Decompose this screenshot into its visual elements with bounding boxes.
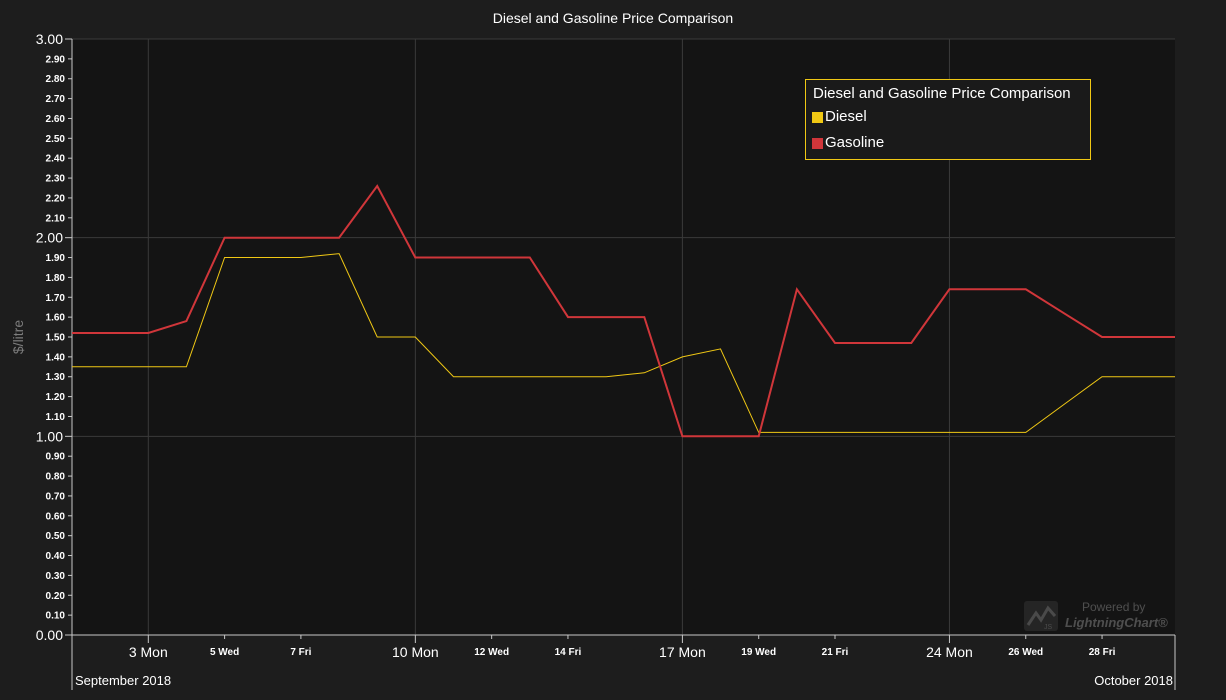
svg-text:JS: JS <box>1044 624 1053 631</box>
watermark-brand-text: LightningChart® <box>1065 615 1168 630</box>
x-minor-tick-label: 26 Wed <box>1008 647 1043 658</box>
y-tick-label: 2.30 <box>46 174 66 185</box>
series-lines[interactable] <box>72 184 1175 438</box>
y-tick-label: 1.30 <box>46 372 66 383</box>
y-tick-label: 1.80 <box>46 273 66 284</box>
y-tick-label: 1.00 <box>36 428 63 444</box>
legend-label-gasoline: Gasoline <box>825 134 885 151</box>
series-line-diesel[interactable] <box>72 253 1175 433</box>
y-axis-title: $/litre <box>10 320 26 354</box>
x-minor-tick-label: 21 Fri <box>822 647 849 658</box>
x-tick-label: 3 Mon <box>129 644 168 660</box>
y-tick-label: 2.90 <box>46 54 66 65</box>
y-tick-label: 2.40 <box>46 154 66 165</box>
y-tick-label: 0.40 <box>46 551 66 562</box>
y-tick-label: 1.20 <box>46 392 66 403</box>
y-tick-label: 3.00 <box>36 31 63 47</box>
y-tick-label: 1.40 <box>46 352 66 363</box>
legend-swatch-gasoline <box>812 137 823 149</box>
x-minor-tick-label: 14 Fri <box>555 647 582 658</box>
y-tick-label: 1.60 <box>46 313 66 324</box>
legend-item-diesel[interactable]: Diesel <box>812 108 867 126</box>
legend[interactable]: Diesel and Gasoline Price Comparison Die… <box>805 79 1091 160</box>
y-tick-label: 0.10 <box>46 611 66 622</box>
x-minor-tick-label: 5 Wed <box>210 647 239 658</box>
y-tick-label: 0.60 <box>46 511 66 522</box>
y-tick-label: 0.70 <box>46 491 66 502</box>
y-tick-label: 2.80 <box>46 74 66 85</box>
axes: $/litre 0.00 0.10 0.20 0.30 0.40 0.50 0.60 0.70… <box>10 31 1176 690</box>
lightningchart-logo-icon: JS <box>1024 601 1058 631</box>
legend-item-gasoline[interactable]: Gasoline <box>812 134 884 152</box>
y-tick-label: 2.00 <box>36 230 63 246</box>
month-label-september: September 2018 <box>75 673 171 688</box>
watermark-powered-text: Powered by <box>1082 600 1146 614</box>
legend-swatch-diesel <box>812 111 823 123</box>
legend-title: Diesel and Gasoline Price Comparison <box>813 85 1071 102</box>
y-tick-label: 2.60 <box>46 114 66 125</box>
series-line-gasoline[interactable] <box>72 184 1175 438</box>
chart-title: Diesel and Gasoline Price Comparison <box>492 10 734 26</box>
y-tick-label: 2.70 <box>46 94 66 105</box>
y-tick-label: 1.70 <box>46 293 66 304</box>
y-tick-label: 0.20 <box>46 591 66 602</box>
y-tick-label: 1.90 <box>46 253 66 264</box>
legend-label-diesel: Diesel <box>825 108 867 125</box>
x-tick-label: 17 Mon <box>659 644 706 660</box>
y-tick-label: 0.30 <box>46 571 66 582</box>
x-minor-tick-label: 7 Fri <box>290 647 311 658</box>
x-minor-tick-label: 19 Wed <box>741 647 776 658</box>
y-tick-label: 0.90 <box>46 452 66 463</box>
x-tick-label: 10 Mon <box>392 644 439 660</box>
y-tick-label: 2.20 <box>46 193 66 204</box>
watermark: JS Powered by LightningChart® <box>1022 599 1182 635</box>
y-tick-label: 2.10 <box>46 213 66 224</box>
x-minor-tick-label: 12 Wed <box>474 647 509 658</box>
y-tick-label: 1.10 <box>46 412 66 423</box>
x-tick-label: 24 Mon <box>926 644 973 660</box>
month-label-october: October 2018 <box>1094 673 1173 688</box>
y-tick-label: 1.50 <box>46 333 66 344</box>
y-tick-label: 0.00 <box>36 627 63 643</box>
y-tick-label: 2.50 <box>46 134 66 145</box>
x-minor-tick-label: 28 Fri <box>1089 647 1116 658</box>
y-tick-label: 0.80 <box>46 472 66 483</box>
y-tick-label: 0.50 <box>46 531 66 542</box>
